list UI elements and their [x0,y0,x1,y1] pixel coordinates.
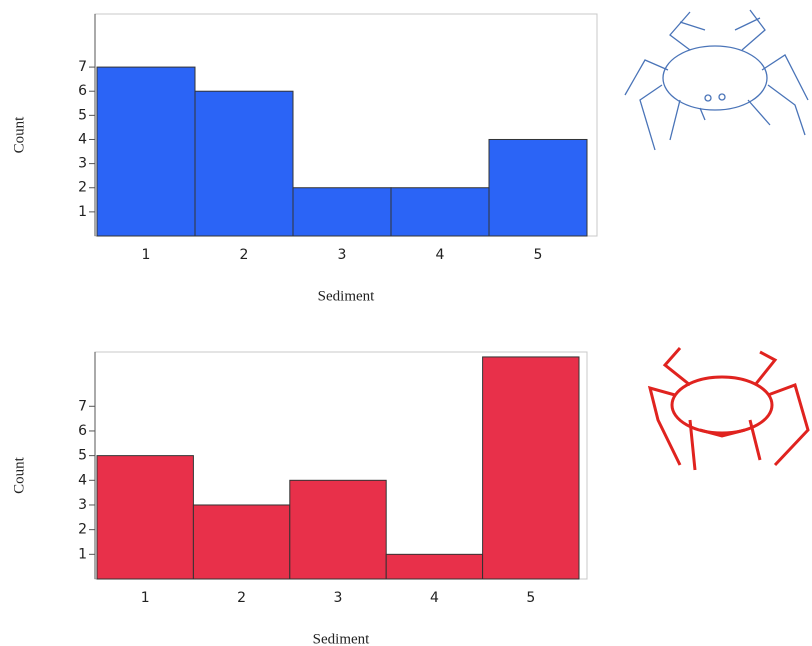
y-tick-label: 1 [78,204,87,220]
y-tick-label: 7 [78,59,87,75]
y-tick-label: 6 [78,423,87,439]
y-tick-label: 3 [78,497,87,513]
bar [192,504,291,580]
blue-crab-icon [624,9,809,151]
y-tick-label: 2 [78,180,87,196]
y-tick-label: 4 [78,131,87,147]
y-tick-label: 4 [78,472,87,488]
bar [289,479,387,580]
x-axis-title: Sediment [318,288,375,304]
x-tick-label: 4 [436,247,445,263]
x-tick-label: 1 [141,590,150,606]
x-axis-title: Sediment [313,631,370,646]
bar [96,66,196,237]
x-tick-label: 3 [334,590,343,606]
x-tick-label: 3 [338,247,347,263]
x-tick-label: 4 [430,590,439,606]
bar [482,356,580,580]
y-tick-label: 5 [78,448,87,464]
y-tick-label: 3 [78,156,87,172]
y-tick-label: 5 [78,107,87,123]
bar [194,90,294,237]
y-tick-label: 6 [78,83,87,99]
x-tick-label: 2 [237,590,246,606]
x-tick-label: 5 [534,247,543,263]
y-tick-label: 2 [78,522,87,538]
bar [385,553,484,580]
y-tick-label: 1 [78,546,87,562]
y-axis-title: Count [11,116,27,154]
bar [390,187,490,237]
y-tick-label: 7 [78,398,87,414]
y-axis-title: Count [11,456,27,494]
x-tick-label: 2 [240,247,249,263]
x-tick-label: 1 [142,247,151,263]
bar [488,138,588,237]
bar [96,455,194,580]
bar [292,187,392,237]
red-crab-icon [647,347,810,471]
x-tick-label: 5 [526,590,535,606]
